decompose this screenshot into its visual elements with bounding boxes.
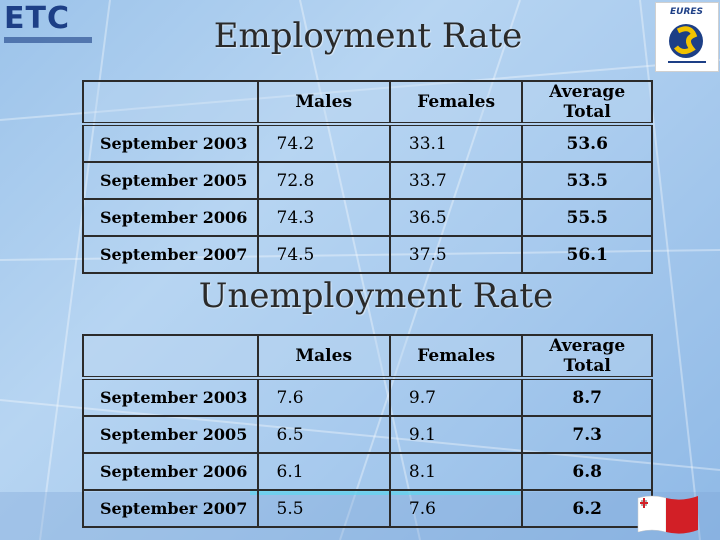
cell-males: 5.5 bbox=[256, 489, 391, 528]
cell-females: 33.7 bbox=[388, 161, 524, 200]
row-period: September 2007 bbox=[82, 489, 259, 528]
employment-title: Employment Rate bbox=[213, 16, 523, 56]
cell-males: 74.5 bbox=[256, 235, 391, 274]
table-row: September 2006 74.3 36.5 55.5 bbox=[82, 198, 653, 237]
cell-average: 6.8 bbox=[521, 452, 653, 491]
table-row: September 2005 72.8 33.7 53.5 bbox=[82, 161, 653, 200]
cell-females: 7.6 bbox=[388, 489, 524, 528]
cell-average: 55.5 bbox=[521, 198, 653, 237]
cell-females: 36.5 bbox=[388, 198, 524, 237]
row-period: September 2007 bbox=[82, 235, 259, 274]
cell-average: 8.7 bbox=[521, 376, 653, 417]
cell-females: 37.5 bbox=[388, 235, 524, 274]
header-males: Males bbox=[256, 334, 391, 379]
cell-females: 9.1 bbox=[388, 415, 524, 454]
unemployment-table: Males Females Average Total September 20… bbox=[82, 334, 653, 528]
cell-average: 56.1 bbox=[521, 235, 653, 274]
row-period: September 2005 bbox=[82, 415, 259, 454]
header-females: Females bbox=[388, 334, 524, 379]
header-corner-cell bbox=[82, 80, 259, 125]
header-corner-cell bbox=[82, 334, 259, 379]
table-row: September 2007 5.5 7.6 6.2 bbox=[82, 489, 653, 528]
employment-table: Males Females Average Total September 20… bbox=[82, 80, 653, 274]
malta-flag-icon bbox=[637, 495, 698, 534]
cell-average: 53.6 bbox=[521, 122, 653, 163]
header-males: Males bbox=[256, 80, 391, 125]
cell-males: 6.5 bbox=[256, 415, 391, 454]
header-average-total: Average Total bbox=[521, 80, 653, 125]
table-row: September 2006 6.1 8.1 6.8 bbox=[82, 452, 653, 491]
cell-males: 74.2 bbox=[256, 122, 391, 163]
cell-females: 9.7 bbox=[388, 376, 524, 417]
etc-logo-icon: ETC bbox=[4, 4, 96, 48]
cell-males: 74.3 bbox=[256, 198, 391, 237]
table-header-row: Males Females Average Total bbox=[82, 80, 653, 125]
row-period: September 2006 bbox=[82, 198, 259, 237]
cell-average: 53.5 bbox=[521, 161, 653, 200]
table-header-row: Males Females Average Total bbox=[82, 334, 653, 379]
row-period: September 2003 bbox=[82, 376, 259, 417]
cell-females: 33.1 bbox=[388, 122, 524, 163]
cell-average: 6.2 bbox=[521, 489, 653, 528]
row-period: September 2003 bbox=[82, 122, 259, 163]
cell-males: 7.6 bbox=[256, 376, 391, 417]
cell-males: 72.8 bbox=[256, 161, 391, 200]
cell-average: 7.3 bbox=[521, 415, 653, 454]
table-row: September 2005 6.5 9.1 7.3 bbox=[82, 415, 653, 454]
row-period: September 2006 bbox=[82, 452, 259, 491]
unemployment-title: Unemployment Rate bbox=[198, 276, 554, 316]
header-average-total: Average Total bbox=[521, 334, 653, 379]
table-row: September 2003 74.2 33.1 53.6 bbox=[82, 122, 653, 163]
cell-males: 6.1 bbox=[256, 452, 391, 491]
row-period: September 2005 bbox=[82, 161, 259, 200]
cell-females: 8.1 bbox=[388, 452, 524, 491]
table-row: September 2007 74.5 37.5 56.1 bbox=[82, 235, 653, 274]
eures-logo-icon: EURES bbox=[655, 2, 719, 72]
table-row: September 2003 7.6 9.7 8.7 bbox=[82, 376, 653, 417]
header-females: Females bbox=[388, 80, 524, 125]
